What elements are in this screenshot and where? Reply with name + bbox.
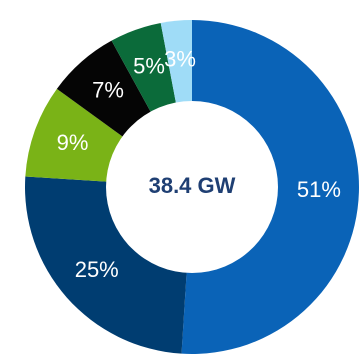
donut-center-hole bbox=[106, 101, 278, 273]
slice-label-4: 7% bbox=[92, 78, 124, 103]
slice-label-6: 3% bbox=[164, 46, 196, 71]
slice-label-3: 9% bbox=[57, 130, 89, 155]
slice-label-5: 5% bbox=[133, 53, 165, 78]
center-total-label: 38.4 GW bbox=[149, 173, 236, 198]
slice-labels-layer: 51% 25% 9% 7% 5% 3% bbox=[57, 46, 341, 281]
slice-label-2: 25% bbox=[75, 257, 119, 282]
slice-label-1: 51% bbox=[297, 177, 341, 202]
